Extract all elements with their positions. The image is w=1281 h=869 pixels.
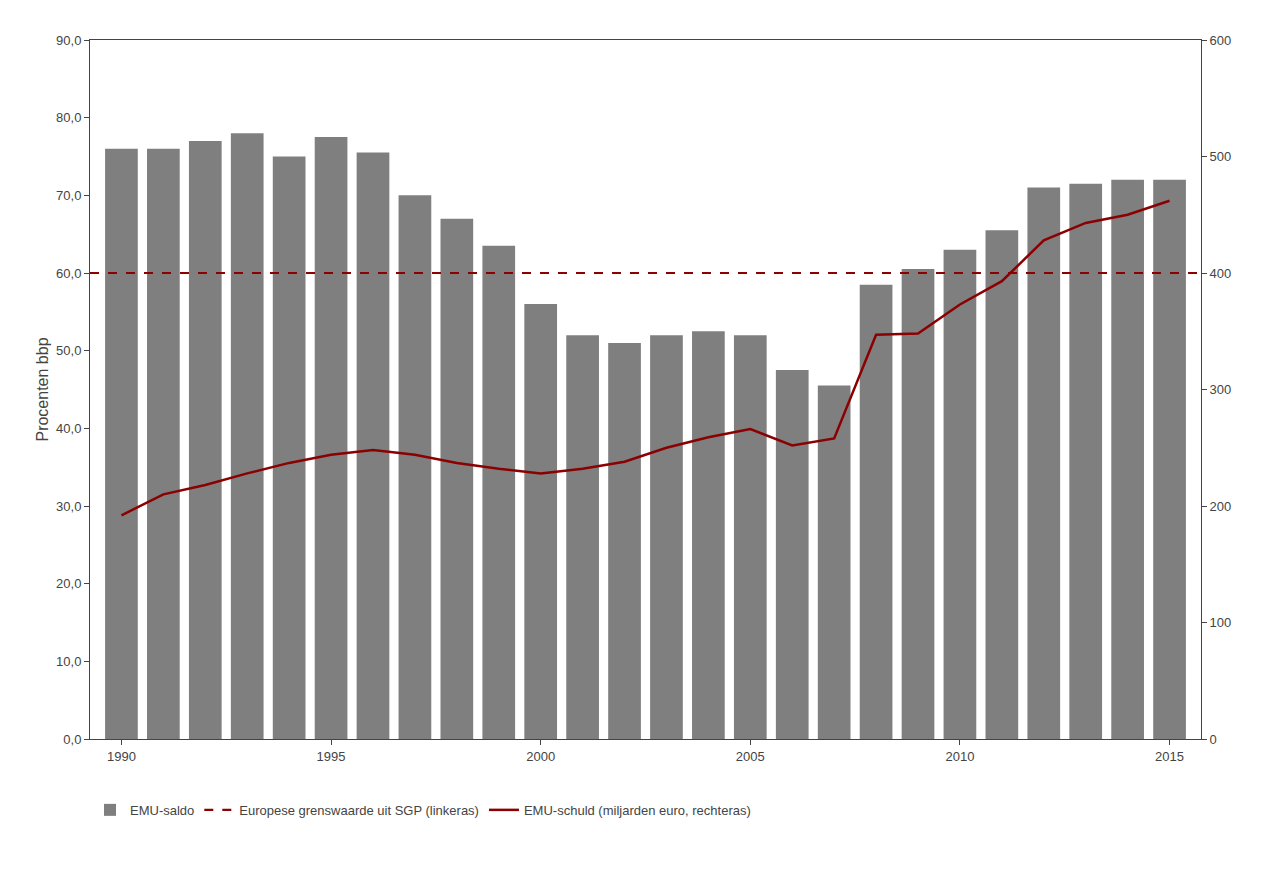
svg-text:Europese grenswaarde uit SGP (: Europese grenswaarde uit SGP (linkeras) — [239, 803, 479, 818]
svg-text:Procenten bbp: Procenten bbp — [34, 337, 51, 441]
svg-text:0: 0 — [1210, 732, 1217, 747]
svg-text:300: 300 — [1210, 382, 1232, 397]
svg-text:EMU-schuld (miljarden euro, re: EMU-schuld (miljarden euro, rechteras) — [524, 803, 751, 818]
svg-text:20,0: 20,0 — [56, 576, 81, 591]
svg-text:40,0: 40,0 — [56, 421, 81, 436]
svg-text:2005: 2005 — [736, 749, 765, 764]
svg-text:500: 500 — [1210, 149, 1232, 164]
svg-text:2000: 2000 — [526, 749, 555, 764]
svg-text:30,0: 30,0 — [56, 499, 81, 514]
svg-text:1995: 1995 — [317, 749, 346, 764]
svg-text:EMU-saldo: EMU-saldo — [130, 803, 194, 818]
svg-text:100: 100 — [1210, 615, 1232, 630]
svg-text:400: 400 — [1210, 266, 1232, 281]
svg-text:80,0: 80,0 — [56, 110, 81, 125]
svg-text:600: 600 — [1210, 33, 1232, 48]
svg-text:2010: 2010 — [945, 749, 974, 764]
svg-text:1990: 1990 — [107, 749, 136, 764]
svg-text:60,0: 60,0 — [56, 266, 81, 281]
svg-text:50,0: 50,0 — [56, 343, 81, 358]
svg-text:70,0: 70,0 — [56, 188, 81, 203]
svg-text:0,0: 0,0 — [63, 732, 81, 747]
svg-text:90,0: 90,0 — [56, 33, 81, 48]
svg-text:10,0: 10,0 — [56, 654, 81, 669]
svg-text:2015: 2015 — [1155, 749, 1184, 764]
svg-text:200: 200 — [1210, 499, 1232, 514]
